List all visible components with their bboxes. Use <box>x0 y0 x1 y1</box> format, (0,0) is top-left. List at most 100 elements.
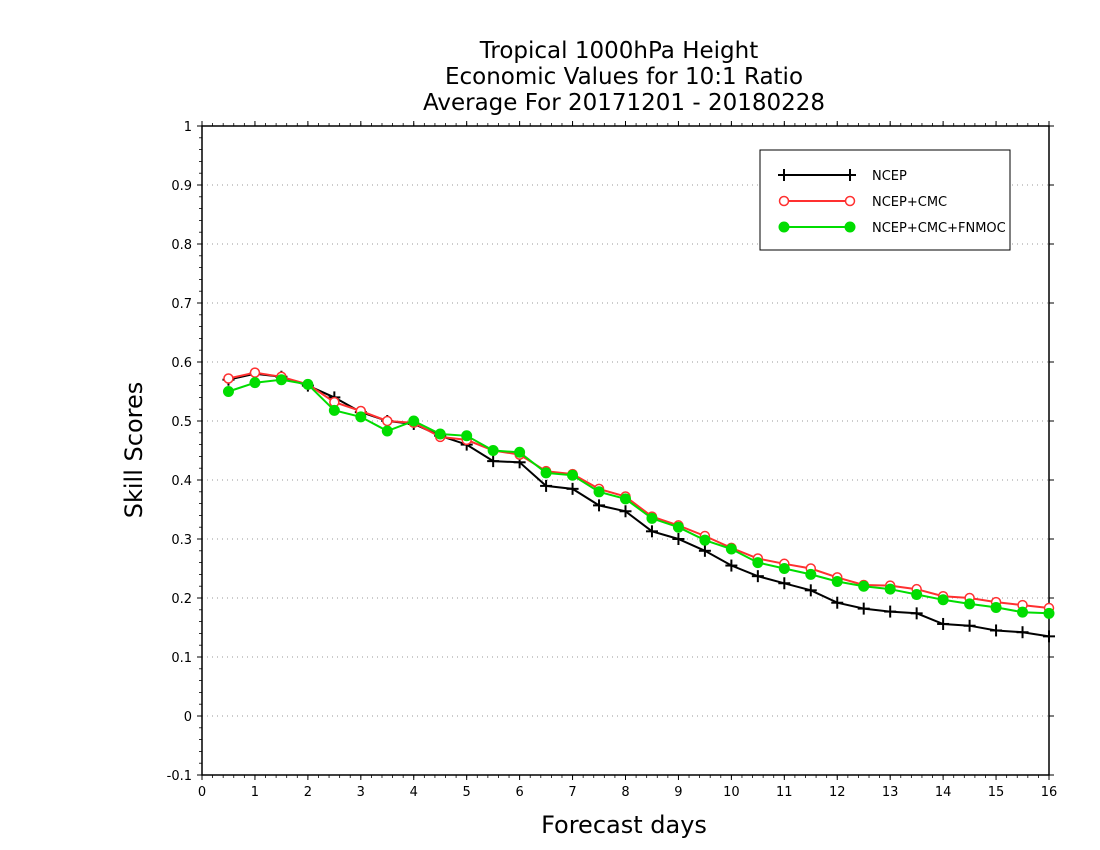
x-tick-label: 8 <box>621 785 629 800</box>
data-point <box>223 373 234 384</box>
data-point <box>699 534 711 546</box>
data-point <box>328 404 340 416</box>
x-tick-label: 5 <box>463 785 471 800</box>
data-point <box>990 624 1003 637</box>
y-tick-label: 0.8 <box>171 238 192 253</box>
series-line <box>228 371 1050 609</box>
data-point <box>725 543 737 555</box>
title-line-2: Economic Values for 10:1 Ratio <box>445 64 803 90</box>
x-tick-label: 11 <box>776 785 793 800</box>
data-point <box>884 583 896 595</box>
data-point <box>964 598 976 610</box>
x-tick-label: 0 <box>198 785 206 800</box>
data-point <box>804 584 817 597</box>
legend-marker <box>778 169 790 181</box>
data-point <box>646 512 658 524</box>
legend-label: NCEP+CMC+FNMOC <box>872 221 1006 236</box>
x-axis-label: Forecast days <box>541 811 707 839</box>
y-tick-label: 0 <box>184 710 192 725</box>
x-tick-label: 4 <box>410 785 418 800</box>
data-point <box>566 482 579 495</box>
y-tick-label: 0.5 <box>171 415 192 430</box>
data-point <box>1016 626 1029 639</box>
data-point <box>672 521 684 533</box>
legend-marker <box>778 195 790 207</box>
legend-marker <box>844 221 856 233</box>
data-point <box>672 533 685 545</box>
legend-marker <box>778 221 790 233</box>
data-point <box>381 425 393 437</box>
data-point <box>619 505 632 518</box>
data-point <box>990 601 1002 613</box>
series-0 <box>222 367 1055 643</box>
y-tick-label: 1 <box>184 120 192 135</box>
y-tick-label: -0.1 <box>167 769 192 784</box>
x-tick-label: 13 <box>882 785 899 800</box>
series-line <box>228 378 1050 615</box>
x-tick-label: 1 <box>251 785 259 800</box>
x-tick-label: 12 <box>829 785 846 800</box>
x-tick-label: 6 <box>515 785 523 800</box>
x-tick-label: 9 <box>674 785 682 800</box>
chart-title: Tropical 1000hPa Height Economic Values … <box>423 38 825 116</box>
data-point <box>461 430 473 442</box>
data-point <box>698 544 711 557</box>
data-point <box>593 486 605 498</box>
data-point <box>857 602 870 615</box>
data-point <box>249 377 261 389</box>
x-tick-label: 15 <box>988 785 1005 800</box>
data-point <box>540 479 553 492</box>
data-point <box>911 588 923 600</box>
data-point <box>805 568 817 580</box>
data-point <box>910 607 923 620</box>
series-layer <box>222 367 1055 643</box>
y-tick-label: 0.4 <box>171 474 192 489</box>
y-tick-label: 0.7 <box>171 297 192 312</box>
y-tick-label: 0.3 <box>171 533 192 548</box>
data-point <box>514 446 526 458</box>
y-axis-label: Skill Scores <box>120 382 148 519</box>
data-point <box>275 374 287 386</box>
data-point <box>222 386 234 397</box>
data-point <box>778 563 790 574</box>
data-point <box>408 415 420 427</box>
data-point <box>778 577 791 590</box>
data-point <box>937 594 949 606</box>
x-tick-label: 16 <box>1041 785 1058 800</box>
data-point <box>434 428 446 440</box>
x-tick-label: 14 <box>935 785 952 800</box>
data-point <box>249 367 261 378</box>
series-2 <box>222 374 1055 619</box>
data-point <box>752 557 764 569</box>
data-point <box>751 570 764 583</box>
title-line-3: Average For 20171201 - 20180228 <box>423 90 825 116</box>
legend-label: NCEP <box>872 169 907 184</box>
data-point <box>382 415 393 427</box>
y-tick-label: 0.6 <box>171 356 192 371</box>
legend-marker <box>844 195 856 207</box>
y-tick-label: 0.9 <box>171 179 192 194</box>
data-point <box>567 469 579 481</box>
data-point <box>725 559 738 572</box>
legend-label: NCEP+CMC <box>872 195 947 210</box>
data-point <box>1043 630 1055 643</box>
data-point <box>831 596 844 609</box>
x-tick-label: 3 <box>357 785 365 800</box>
data-point <box>1043 607 1055 619</box>
x-tick-label: 10 <box>723 785 740 800</box>
legend: NCEP NCEP+CMC NCEP+CMC+FNMOC <box>759 149 1011 251</box>
grid-lines <box>202 184 1049 717</box>
data-point <box>831 575 843 587</box>
data-point <box>487 445 499 456</box>
data-point <box>937 617 950 630</box>
data-point <box>1017 606 1029 618</box>
data-point <box>302 378 314 390</box>
x-tick-label: 2 <box>304 785 312 800</box>
y-tick-label: 0.1 <box>171 651 192 666</box>
data-point <box>884 605 897 618</box>
data-point <box>487 455 500 468</box>
x-tick-label: 7 <box>568 785 576 800</box>
data-point <box>645 525 658 538</box>
data-point <box>540 467 552 479</box>
